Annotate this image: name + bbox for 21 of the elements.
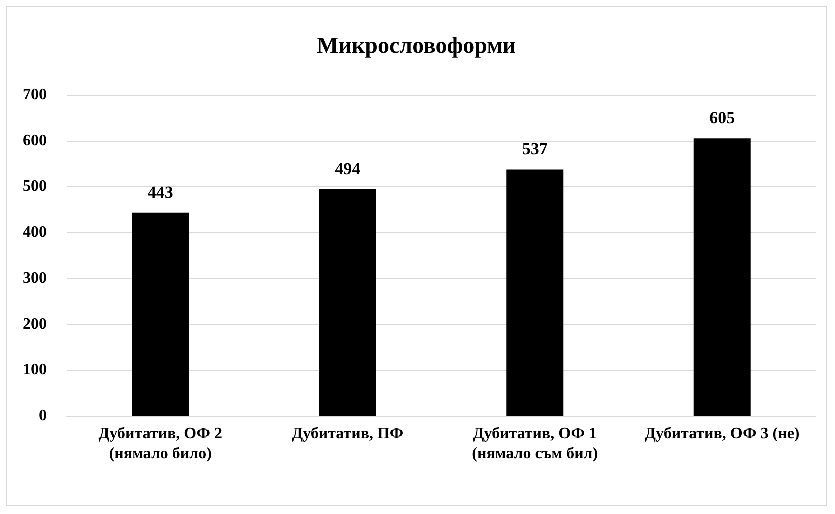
bar bbox=[506, 170, 564, 416]
y-tick-label: 300 bbox=[23, 270, 47, 287]
y-tick-label: 400 bbox=[23, 224, 47, 242]
data-label: 537 bbox=[522, 140, 548, 159]
data-label: 605 bbox=[710, 108, 736, 128]
y-tick-label: 600 bbox=[23, 132, 47, 150]
x-tick-label: Дубитатив, ОФ 3 (не) bbox=[645, 426, 800, 442]
x-tick-label: Дубитатив, ОФ 1 (нямало съм бил) bbox=[472, 426, 598, 462]
y-tick-label: 100 bbox=[23, 362, 47, 379]
chart-title: Микрословоформи bbox=[316, 33, 516, 58]
y-tick-label: 700 bbox=[23, 86, 47, 104]
y-tick-label: 200 bbox=[23, 316, 47, 333]
x-tick-label: Дубитатив, ОФ 2 (нямало било) bbox=[98, 426, 223, 462]
data-label: 494 bbox=[335, 159, 362, 178]
data-label: 443 bbox=[148, 182, 174, 202]
bar bbox=[132, 212, 190, 416]
x-tick-label: Дубитатив, ПФ bbox=[292, 426, 404, 442]
bar bbox=[694, 138, 751, 416]
y-tick-label: 500 bbox=[23, 178, 47, 196]
bar bbox=[319, 189, 376, 416]
y-tick-label: 0 bbox=[39, 408, 47, 424]
